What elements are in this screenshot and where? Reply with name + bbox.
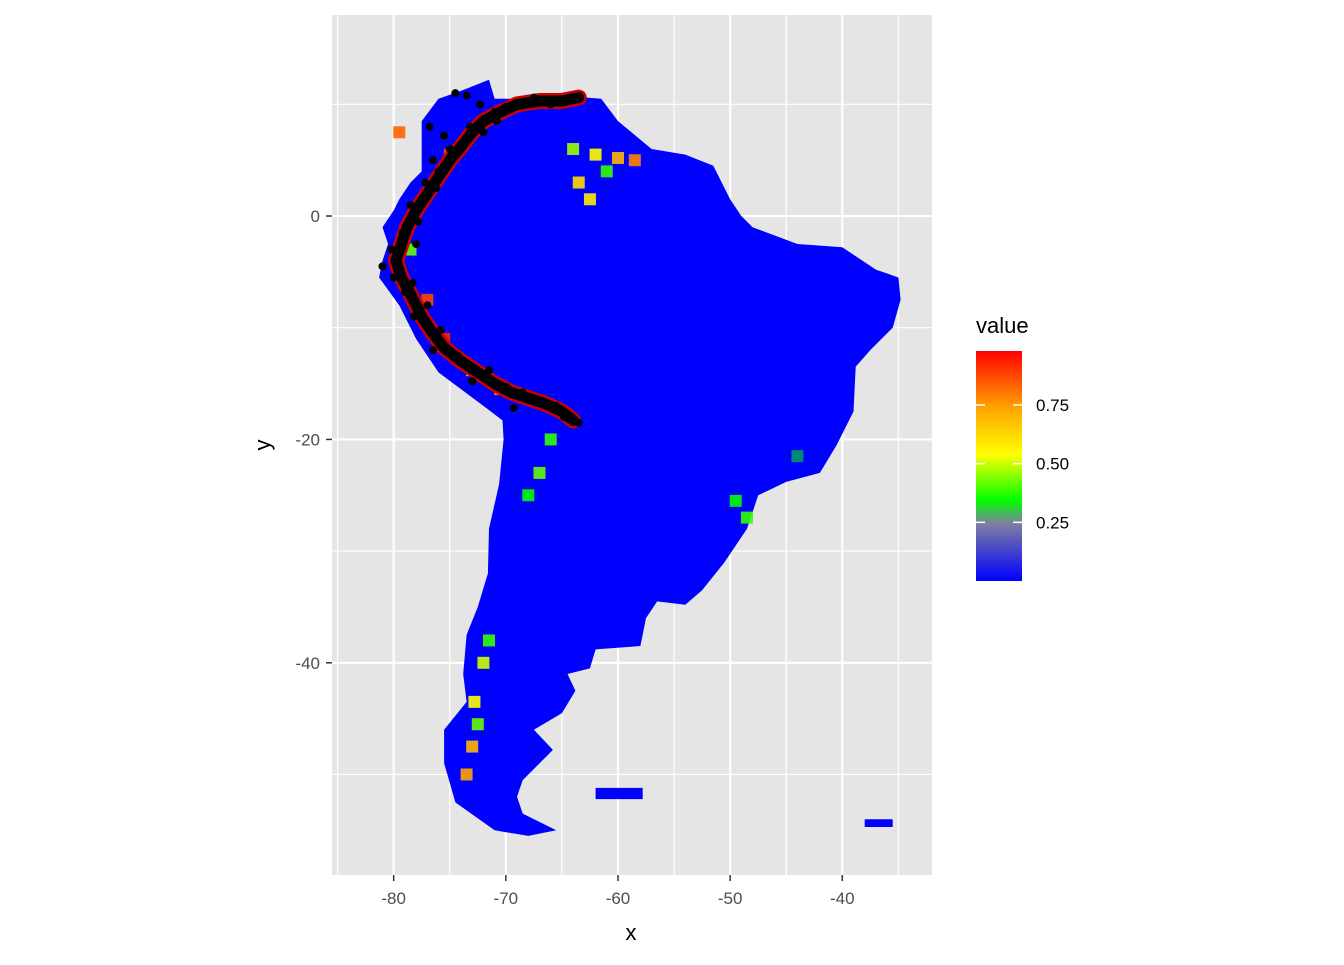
legend-label: 0.75 bbox=[1036, 396, 1069, 415]
y-tick-label: -40 bbox=[295, 654, 320, 673]
occurrence-point bbox=[453, 351, 462, 360]
occurrence-point bbox=[432, 184, 441, 193]
hotspot-cell bbox=[600, 165, 613, 178]
x-tick-label: -50 bbox=[718, 889, 743, 908]
y-tick-label: -20 bbox=[295, 430, 320, 449]
hotspot-cell bbox=[583, 193, 596, 206]
occurrence-point bbox=[465, 122, 474, 131]
x-tick-label: -80 bbox=[381, 889, 406, 908]
x-tick-label: -60 bbox=[606, 889, 631, 908]
occurrence-point bbox=[436, 325, 445, 334]
y-tick-label: 0 bbox=[311, 207, 320, 226]
hotspot-cell bbox=[589, 148, 602, 161]
occurrence-point bbox=[509, 404, 518, 413]
occurrence-point bbox=[479, 128, 488, 137]
hotspot-cell bbox=[567, 143, 580, 156]
occurrence-point bbox=[421, 178, 430, 187]
island-shape bbox=[864, 819, 893, 827]
occurrence-point bbox=[398, 228, 407, 237]
occurrence-point bbox=[546, 100, 555, 109]
occurrence-point bbox=[425, 122, 434, 131]
hotspot-cell bbox=[628, 154, 641, 167]
hotspot-cell bbox=[466, 740, 479, 753]
occurrence-point bbox=[518, 98, 527, 107]
occurrence-point bbox=[476, 100, 485, 109]
hotspot-cell bbox=[468, 695, 481, 708]
occurrence-point bbox=[414, 217, 423, 226]
occurrence-point bbox=[501, 102, 510, 111]
legend-label: 0.50 bbox=[1036, 455, 1069, 474]
island-shape bbox=[595, 787, 643, 800]
occurrence-point bbox=[492, 117, 501, 126]
occurrence-points bbox=[378, 89, 583, 427]
x-axis: -80 -70 -60 -50 -40 bbox=[381, 875, 855, 908]
legend-label: 0.25 bbox=[1036, 513, 1069, 532]
occurrence-point bbox=[518, 388, 527, 397]
hotspot-cell bbox=[471, 718, 484, 731]
hotspot-cell bbox=[544, 433, 557, 446]
occurrence-point bbox=[378, 262, 387, 271]
y-axis-title: y bbox=[250, 440, 275, 451]
hotspot-cell bbox=[611, 151, 624, 164]
occurrence-point bbox=[428, 346, 437, 355]
occurrence-point bbox=[428, 156, 437, 165]
occurrence-point bbox=[417, 195, 426, 204]
x-tick-label: -40 bbox=[830, 889, 855, 908]
x-axis-title: x bbox=[626, 920, 637, 945]
occurrence-point bbox=[552, 401, 561, 410]
occurrence-point bbox=[434, 167, 443, 176]
occurrence-point bbox=[412, 239, 421, 248]
x-tick-label: -70 bbox=[494, 889, 519, 908]
hotspot-cell bbox=[522, 489, 535, 502]
hotspot-cell bbox=[791, 450, 804, 463]
occurrence-point bbox=[408, 279, 417, 288]
hotspot-cell bbox=[483, 634, 496, 647]
hotspot-cell bbox=[740, 511, 753, 524]
occurrence-point bbox=[462, 91, 471, 100]
occurrence-point bbox=[445, 145, 454, 154]
occurrence-point bbox=[423, 301, 432, 310]
hotspot-cell bbox=[393, 126, 406, 139]
occurrence-point bbox=[400, 287, 409, 296]
hotspot-cell bbox=[729, 494, 742, 507]
continent-shape bbox=[379, 79, 901, 836]
legend: value 0.25 0.50 0.75 bbox=[976, 313, 1069, 581]
occurrence-point bbox=[409, 312, 418, 321]
occurrence-point bbox=[490, 108, 499, 117]
occurrence-point bbox=[406, 200, 415, 209]
occurrence-point bbox=[468, 377, 477, 386]
occurrence-point bbox=[560, 413, 569, 422]
hotspot-cell bbox=[533, 466, 546, 479]
occurrence-point bbox=[485, 366, 494, 375]
occurrence-point bbox=[451, 89, 460, 98]
occurrence-point bbox=[389, 273, 398, 282]
hotspot-cell bbox=[572, 176, 585, 189]
occurrence-point bbox=[563, 95, 572, 104]
occurrence-point bbox=[501, 382, 510, 391]
hotspot-cell bbox=[477, 656, 490, 669]
y-axis: 0 -20 -40 bbox=[295, 207, 332, 673]
hotspot-cell bbox=[460, 768, 473, 781]
occurrence-point bbox=[574, 418, 583, 427]
legend-colorbar bbox=[976, 351, 1022, 581]
land-raster bbox=[379, 79, 901, 836]
legend-title: value bbox=[976, 313, 1029, 338]
occurrence-point bbox=[440, 131, 449, 140]
occurrence-point bbox=[387, 245, 396, 254]
legend-ticks: 0.25 0.50 0.75 bbox=[976, 396, 1069, 532]
occurrence-point bbox=[529, 93, 538, 102]
